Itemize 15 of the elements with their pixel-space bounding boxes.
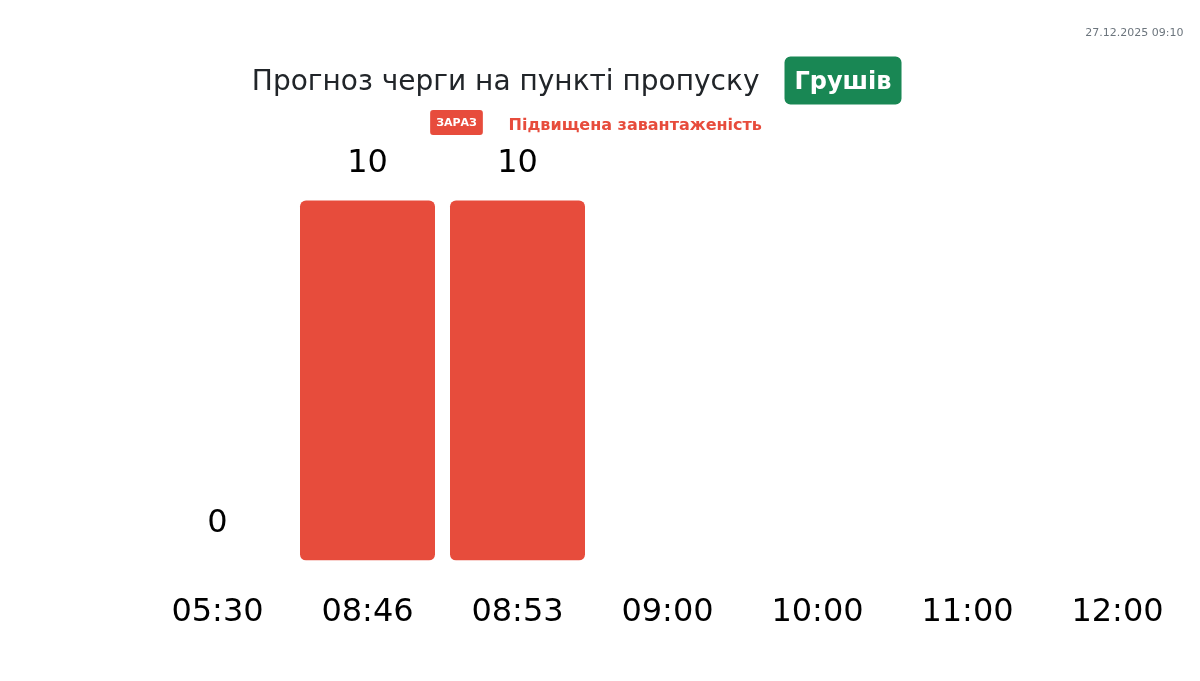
text: Підвищена завантаженість [508,115,762,134]
data-label: 10 [497,142,538,180]
x-tick-label: 08:46 [321,590,414,629]
x-tick-label: 05:30 [171,590,264,629]
text: ЗАРАЗ [436,116,478,129]
chart-title: Прогноз черги на пункті пропуску [251,64,760,97]
data-label: 0 [207,502,228,540]
x-tick-label: 12:00 [1071,590,1164,629]
x-tick-label: 10:00 [771,590,864,629]
text: Грушів [794,66,892,95]
data-label: 10 [347,142,388,180]
text: 27.12.2025 09:10 [1085,26,1184,39]
x-tick-label: 09:00 [621,590,714,629]
x-tick-label: 08:53 [471,590,564,629]
x-tick-label: 11:00 [921,590,1014,629]
